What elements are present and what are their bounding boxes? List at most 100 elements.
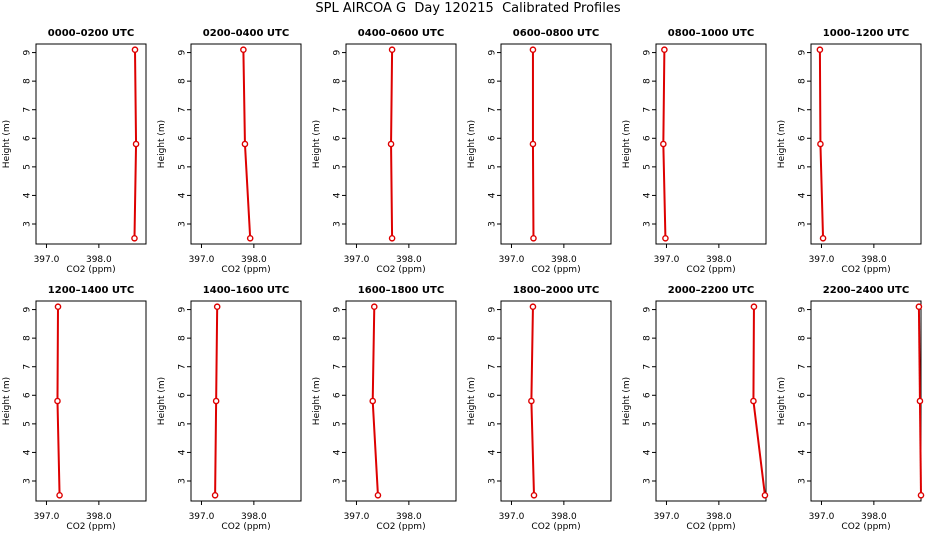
y-tick-label: 7 — [798, 107, 808, 113]
y-tick-label: 6 — [798, 392, 808, 398]
data-point — [56, 491, 63, 499]
data-point — [529, 303, 537, 311]
y-tick-label: 7 — [488, 107, 498, 113]
x-axis-label: CO2 (ppm) — [66, 265, 115, 275]
y-tick-label: 3 — [488, 478, 498, 484]
data-point — [374, 491, 382, 499]
y-axis-label: Height (m) — [467, 377, 477, 425]
y-tick-label: 4 — [178, 192, 188, 198]
data-point — [370, 303, 378, 311]
panel-title: 2000–2200 UTC — [668, 285, 754, 296]
y-tick-label: 4 — [333, 449, 343, 455]
y-tick-label: 9 — [178, 306, 188, 312]
y-tick-label: 5 — [798, 421, 808, 427]
plot-frame — [190, 300, 302, 502]
y-tick-label: 5 — [488, 421, 498, 427]
y-tick-label: 3 — [23, 221, 33, 227]
y-axis-label: Height (m) — [777, 120, 787, 168]
y-tick-label: 8 — [488, 78, 498, 84]
x-tick-label: 397.0 — [189, 255, 215, 265]
data-point — [916, 397, 924, 405]
y-tick-label: 9 — [23, 49, 33, 55]
data-point — [131, 46, 139, 54]
plot-frame — [810, 300, 922, 502]
y-tick-label: 9 — [798, 306, 808, 312]
y-tick-label: 8 — [798, 335, 808, 341]
x-axis-label: CO2 (ppm) — [221, 522, 270, 532]
plot-frame — [345, 43, 457, 245]
y-tick-label: 5 — [798, 164, 808, 170]
y-tick-label: 7 — [333, 364, 343, 370]
x-tick-label: 398.0 — [241, 255, 267, 265]
panel-title: 1400–1600 UTC — [203, 285, 289, 296]
panel-title: 0000–0200 UTC — [48, 28, 134, 39]
x-tick-label: 398.0 — [551, 512, 577, 522]
data-point — [54, 303, 62, 311]
y-tick-label: 7 — [643, 107, 653, 113]
y-tick-label: 4 — [798, 449, 808, 455]
data-point — [212, 397, 220, 405]
y-tick-label: 7 — [798, 364, 808, 370]
panel-title: 1000–1200 UTC — [823, 28, 909, 39]
plot-frame — [190, 43, 302, 245]
x-tick-label: 397.0 — [499, 512, 525, 522]
y-tick-label: 8 — [333, 78, 343, 84]
y-tick-label: 9 — [333, 49, 343, 55]
data-point — [529, 140, 537, 148]
y-tick-label: 5 — [23, 164, 33, 170]
data-point — [387, 140, 395, 148]
y-tick-label: 3 — [798, 221, 808, 227]
y-tick-label: 4 — [798, 192, 808, 198]
data-point — [761, 491, 769, 499]
data-point — [213, 303, 221, 311]
y-tick-label: 8 — [178, 78, 188, 84]
data-point — [54, 397, 61, 405]
x-tick-label: 398.0 — [706, 512, 732, 522]
data-point — [132, 140, 140, 148]
x-tick-label: 398.0 — [861, 512, 887, 522]
plot-frame — [810, 43, 922, 245]
y-tick-label: 4 — [643, 192, 653, 198]
y-tick-label: 5 — [643, 164, 653, 170]
x-tick-label: 397.0 — [654, 255, 680, 265]
y-tick-label: 8 — [23, 335, 33, 341]
data-point — [750, 303, 758, 311]
plot-frame — [500, 300, 612, 502]
x-tick-label: 398.0 — [396, 255, 422, 265]
y-tick-label: 4 — [488, 449, 498, 455]
y-tick-label: 6 — [643, 392, 653, 398]
y-tick-label: 6 — [488, 392, 498, 398]
x-tick-label: 397.0 — [499, 255, 525, 265]
y-tick-label: 6 — [333, 135, 343, 141]
x-tick-label: 397.0 — [809, 512, 835, 522]
x-tick-label: 398.0 — [396, 512, 422, 522]
data-point — [660, 140, 667, 148]
y-tick-label: 4 — [178, 449, 188, 455]
y-tick-label: 6 — [23, 135, 33, 141]
data-point — [661, 46, 668, 54]
y-tick-label: 7 — [23, 107, 33, 113]
y-tick-label: 8 — [488, 335, 498, 341]
y-axis-label: Height (m) — [622, 120, 632, 168]
y-tick-label: 5 — [178, 164, 188, 170]
y-tick-label: 9 — [488, 306, 498, 312]
y-tick-label: 5 — [333, 421, 343, 427]
y-tick-label: 7 — [488, 364, 498, 370]
data-point — [530, 234, 537, 242]
plot-frame — [655, 43, 767, 245]
x-tick-label: 398.0 — [241, 512, 267, 522]
x-axis-label: CO2 (ppm) — [841, 265, 890, 275]
data-point — [246, 234, 254, 242]
panel-title: 0200–0400 UTC — [203, 28, 289, 39]
y-tick-label: 7 — [178, 107, 188, 113]
y-axis-label: Height (m) — [777, 377, 787, 425]
